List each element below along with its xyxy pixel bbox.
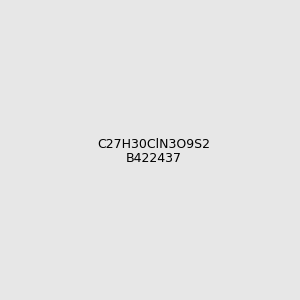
Text: C27H30ClN3O9S2
B422437: C27H30ClN3O9S2 B422437 xyxy=(97,137,210,166)
